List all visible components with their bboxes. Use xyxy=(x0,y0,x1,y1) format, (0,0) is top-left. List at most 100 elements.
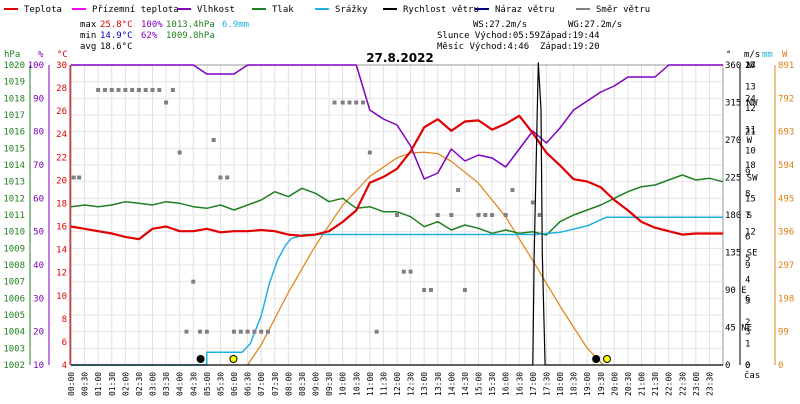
y-tick-pressure: 1009 xyxy=(3,244,25,254)
wind-direction-point xyxy=(265,329,270,334)
x-tick-label: 15:30 xyxy=(488,372,497,396)
wind-direction-point xyxy=(340,100,345,105)
y-tick-humidity: 100 xyxy=(28,61,44,71)
y-tick-speed: 2 xyxy=(745,318,750,328)
x-tick-label: 21:30 xyxy=(651,372,660,396)
legend-label: Srážky xyxy=(335,5,368,15)
series-line-sr-ky xyxy=(71,216,723,366)
wind-direction-point xyxy=(408,269,413,274)
x-tick-label: 14:00 xyxy=(447,372,456,396)
y-tick-temperature: 8 xyxy=(62,315,67,325)
stats-box: max 25.8°C 100% 1013.4hPa 6.9mm min 14.9… xyxy=(80,20,249,52)
x-tick-label: 07:30 xyxy=(271,372,280,396)
wind-direction-point xyxy=(211,138,216,142)
y-tick-temperature: 4 xyxy=(62,361,67,371)
y-tick-pressure: 1003 xyxy=(3,344,25,354)
y-tick-pressure: 1020 xyxy=(3,61,25,71)
wind-direction-point xyxy=(537,213,542,217)
unit-pressure: hPa xyxy=(4,50,20,60)
y-tick-pressure: 1014 xyxy=(3,161,25,171)
wind-direction-point xyxy=(123,88,128,92)
x-tick-label: 15:00 xyxy=(475,372,484,396)
y-tick-pressure: 1010 xyxy=(3,228,25,238)
y-tick-pressure: 1011 xyxy=(3,211,25,221)
wind-direction-point xyxy=(395,213,399,217)
legend-label: Přízemní teplota xyxy=(92,5,179,15)
series-line-rychlost-v-tru xyxy=(71,62,723,366)
x-tick-label: 05:30 xyxy=(216,372,225,396)
y-tick-humidity: 60 xyxy=(33,194,44,204)
y-tick-solar: 693 xyxy=(778,128,794,138)
y-tick-temperature: 18 xyxy=(56,199,67,209)
markers xyxy=(196,355,611,363)
legend-label: Tlak xyxy=(272,5,294,15)
unit-solar: W xyxy=(782,50,788,60)
x-tick-label: 19:30 xyxy=(597,372,606,396)
y-tick-pressure: 1016 xyxy=(3,128,25,138)
y-tick-speed: 14 xyxy=(745,61,756,71)
legend-label: Teplota xyxy=(24,5,62,15)
x-tick-label: 01:00 xyxy=(94,372,103,396)
x-tick-label: 16:00 xyxy=(502,372,511,396)
series-line-solar xyxy=(247,151,604,366)
stats-avg-temp: 18.6°C xyxy=(100,42,133,52)
x-tick-label: 06:30 xyxy=(244,372,253,396)
x-tick-label: 09:30 xyxy=(325,372,334,396)
x-tick-label: 18:30 xyxy=(570,372,579,396)
x-tick-label: 20:30 xyxy=(624,372,633,396)
x-tick-label: 23:30 xyxy=(705,372,714,396)
chart-title: 27.8.2022 xyxy=(366,51,434,65)
y-tick-direction: 45 NE xyxy=(725,324,752,334)
wind-direction-point xyxy=(177,150,182,155)
y-tick-speed_gust: 18 xyxy=(745,161,756,171)
stats-max-rain: 6.9mm xyxy=(222,20,249,30)
y-tick-direction: 0 xyxy=(725,361,730,371)
y-tick-speed: 7 xyxy=(745,211,750,221)
marker-moonrise xyxy=(196,355,205,363)
wind-direction-point xyxy=(354,100,359,105)
stats-avg-label: avg xyxy=(80,42,96,52)
wind-direction-point xyxy=(401,269,406,274)
unit-speed: m/s xyxy=(744,50,760,60)
wind-direction-point xyxy=(71,175,76,180)
wind-direction-point xyxy=(367,150,372,155)
y-tick-speed_gust: 24 xyxy=(745,94,756,104)
stats-max-temp: 25.8°C xyxy=(100,20,133,30)
x-tick-label: 12:30 xyxy=(407,372,416,396)
y-tick-direction: 90 E xyxy=(725,286,747,296)
wind-direction-point xyxy=(422,288,427,292)
y-tick-pressure: 1002 xyxy=(3,361,25,371)
wind-direction-point xyxy=(449,213,454,217)
y-tick-pressure: 1015 xyxy=(3,144,25,154)
x-tick-label: 14:30 xyxy=(461,372,470,396)
wind-direction-point xyxy=(232,329,236,334)
stats-min-temp: 14.9°C xyxy=(100,31,133,41)
y-tick-humidity: 80 xyxy=(33,128,44,138)
wind-direction-point xyxy=(374,329,379,334)
y-tick-direction: 225 SW xyxy=(725,174,758,184)
y-tick-pressure: 1012 xyxy=(3,194,25,204)
y-tick-solar: 99 xyxy=(778,328,789,338)
stats-max-hum: 100% xyxy=(141,20,163,30)
y-tick-speed: 3 xyxy=(745,297,750,307)
wind-direction-point xyxy=(184,329,189,334)
y-tick-pressure: 1013 xyxy=(3,178,25,188)
x-tick-label: 19:00 xyxy=(583,372,592,396)
y-tick-humidity: 50 xyxy=(33,228,44,238)
y-tick-humidity: 70 xyxy=(33,161,44,171)
x-tick-label: 10:00 xyxy=(339,372,348,396)
wind-direction-point xyxy=(503,213,508,217)
x-tick-label: 17:30 xyxy=(542,372,551,396)
wind-direction-point xyxy=(130,88,135,92)
x-tick-label: 00:00 xyxy=(67,372,76,396)
unit-humidity: % xyxy=(38,50,44,60)
x-tick-label: 09:00 xyxy=(312,372,321,396)
wind-direction-point xyxy=(456,188,461,192)
x-tick-label: 08:00 xyxy=(284,372,293,396)
wind-direction-point xyxy=(96,88,101,92)
x-tick-label: 02:30 xyxy=(135,372,144,396)
wind-direction-point xyxy=(198,329,203,334)
y-tick-pressure: 1006 xyxy=(3,294,25,304)
x-tick-label: 08:30 xyxy=(298,372,307,396)
